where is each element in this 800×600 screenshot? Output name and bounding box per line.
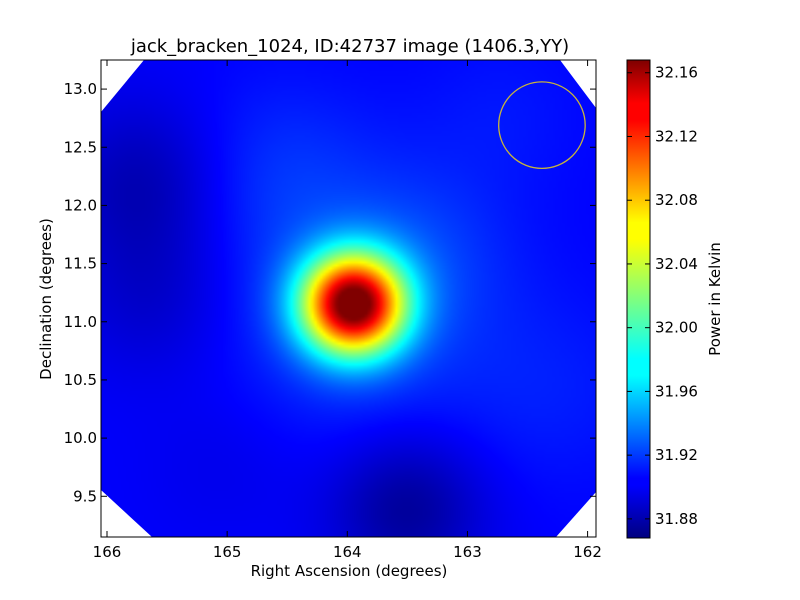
masked-corner-top-left <box>101 60 144 112</box>
y-tick-label: 11.5 <box>64 255 97 273</box>
y-tick-label: 10.0 <box>64 429 97 447</box>
colorbar-ticks: 31.88 31.92 31.96 32.00 32.04 32.08 32.12 32.16 <box>627 64 698 528</box>
x-tick-label: 163 <box>453 543 482 561</box>
y-tick-label: 11.0 <box>64 313 97 331</box>
y-tick-label: 9.5 <box>73 487 97 505</box>
colorbar-tick-label: 32.08 <box>655 191 698 209</box>
y-tick-label: 12.0 <box>64 196 97 214</box>
y-tick-label: 10.5 <box>64 371 97 389</box>
x-axis-label: Right Ascension (degrees) <box>251 562 448 580</box>
x-tick-label: 166 <box>93 543 122 561</box>
colorbar-tick-label: 31.88 <box>655 510 698 528</box>
plot-frame <box>100 59 597 538</box>
x-tick-label: 164 <box>333 543 362 561</box>
y-axis-label: Declination (degrees) <box>37 218 55 380</box>
colorbar-tick-label: 32.04 <box>655 255 698 273</box>
x-tick-label: 165 <box>213 543 242 561</box>
y-axis-ticks: 9.5 10.0 10.5 11.0 11.5 12.0 12.5 13.0 <box>64 80 596 505</box>
colorbar-tick-label: 31.96 <box>655 382 698 400</box>
y-tick-label: 13.0 <box>64 80 97 98</box>
colorbar-tick-label: 31.92 <box>655 446 698 464</box>
beam-circle <box>498 81 586 170</box>
colorbar-tick-label: 32.16 <box>655 64 698 82</box>
x-tick-label: 162 <box>573 543 602 561</box>
chart-title: jack_bracken_1024, ID:42737 image (1406.… <box>130 36 569 57</box>
heatmap-image <box>101 60 596 537</box>
colorbar <box>626 59 651 539</box>
x-axis-ticks: 166 165 164 163 162 <box>93 60 602 561</box>
masked-corner-bottom-left <box>101 490 152 537</box>
y-tick-label: 12.5 <box>64 138 97 156</box>
masked-corner-bottom-right <box>556 492 596 537</box>
colorbar-tick-label: 32.12 <box>655 127 698 145</box>
masked-corner-top-right <box>560 60 596 108</box>
colorbar-label: Power in Kelvin <box>706 242 724 356</box>
colorbar-tick-label: 32.00 <box>655 319 698 337</box>
